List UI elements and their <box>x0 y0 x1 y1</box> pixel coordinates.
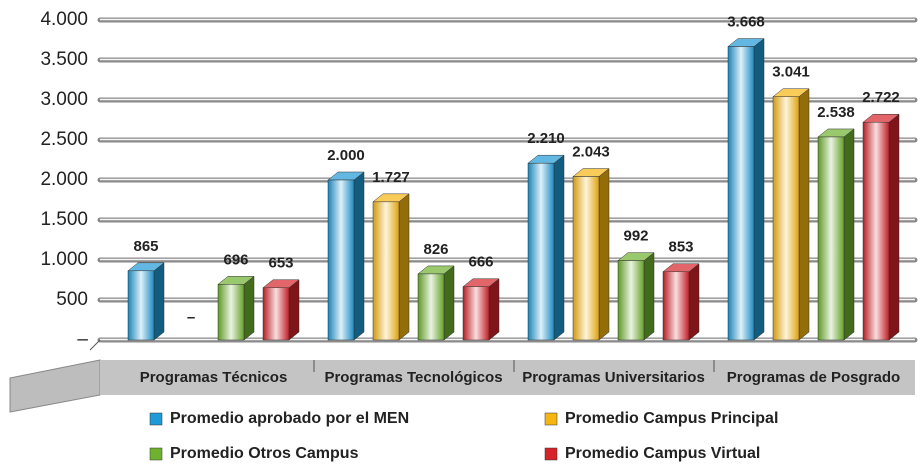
floor-wedge <box>9 359 101 413</box>
bar-side <box>153 262 165 341</box>
category-band <box>100 360 915 395</box>
value-label: 653 <box>268 255 293 272</box>
legend-swatch <box>149 412 163 426</box>
x-tick-label: Programas Universitarios <box>522 369 705 386</box>
bar <box>372 201 400 341</box>
bar <box>727 46 755 341</box>
floor-edge <box>89 339 101 351</box>
value-label: 1.727 <box>372 169 410 186</box>
y-tick-label: 2.000 <box>40 169 88 190</box>
value-label: 696 <box>223 251 248 268</box>
bar <box>617 260 645 341</box>
bar-side <box>353 171 365 341</box>
value-label: 3.668 <box>727 14 765 31</box>
bar-side <box>288 279 300 341</box>
bar <box>527 162 555 341</box>
y-tick-label: 500 <box>56 289 88 310</box>
legend-swatch <box>544 412 558 426</box>
value-label: 2.043 <box>572 144 610 161</box>
y-tick-label: 3.500 <box>40 49 88 70</box>
legend-label: Promedio Campus Virtual <box>565 445 760 462</box>
value-label: 666 <box>468 254 493 271</box>
y-tick-label: 2.500 <box>40 129 88 150</box>
y-tick-label: 3.000 <box>40 89 88 110</box>
bar-side <box>398 193 410 341</box>
bar <box>817 136 845 341</box>
legend-label: Promedio Campus Principal <box>565 410 778 427</box>
bar <box>662 271 690 341</box>
value-label: – <box>187 309 195 326</box>
bar-side <box>888 113 900 341</box>
bar-side <box>443 265 455 341</box>
bar <box>772 96 800 341</box>
value-label: 992 <box>623 228 648 245</box>
bar-side <box>643 252 655 341</box>
legend-label: Promedio aprobado por el MEN <box>170 410 409 427</box>
y-tick-label: 1.500 <box>40 209 88 230</box>
bar-side <box>843 128 855 341</box>
value-label: 2.210 <box>527 130 565 147</box>
y-tick-label: – <box>77 329 88 350</box>
bar-side <box>798 88 810 341</box>
x-tick-label: Programas Técnicos <box>140 369 288 386</box>
value-label: 2.538 <box>817 104 855 121</box>
bar-side <box>598 168 610 341</box>
y-tick-label: 1.000 <box>40 249 88 270</box>
legend-label: Promedio Otros Campus <box>170 445 359 462</box>
value-label: 3.041 <box>772 64 810 81</box>
value-label: 853 <box>668 239 693 256</box>
bar <box>862 121 890 341</box>
value-label: 865 <box>133 238 158 255</box>
bar-side <box>688 263 700 341</box>
bar <box>217 284 245 341</box>
bar <box>327 179 355 341</box>
bar <box>262 287 290 341</box>
legend-swatch <box>149 447 163 461</box>
bar <box>462 286 490 341</box>
value-label: 2.000 <box>327 147 365 164</box>
bar-side <box>488 278 500 341</box>
x-tick-label: Programas de Posgrado <box>727 369 900 386</box>
value-label: 2.722 <box>862 89 900 106</box>
x-tick-label: Programas Tecnológicos <box>324 369 502 386</box>
bar-side <box>243 275 255 341</box>
value-label: 826 <box>423 241 448 258</box>
legend-swatch <box>544 447 558 461</box>
bar <box>127 270 155 341</box>
bar-side <box>753 38 765 341</box>
y-tick-label: 4.000 <box>40 9 88 30</box>
bar <box>572 176 600 341</box>
bar <box>417 273 445 341</box>
bar-side <box>553 154 565 341</box>
